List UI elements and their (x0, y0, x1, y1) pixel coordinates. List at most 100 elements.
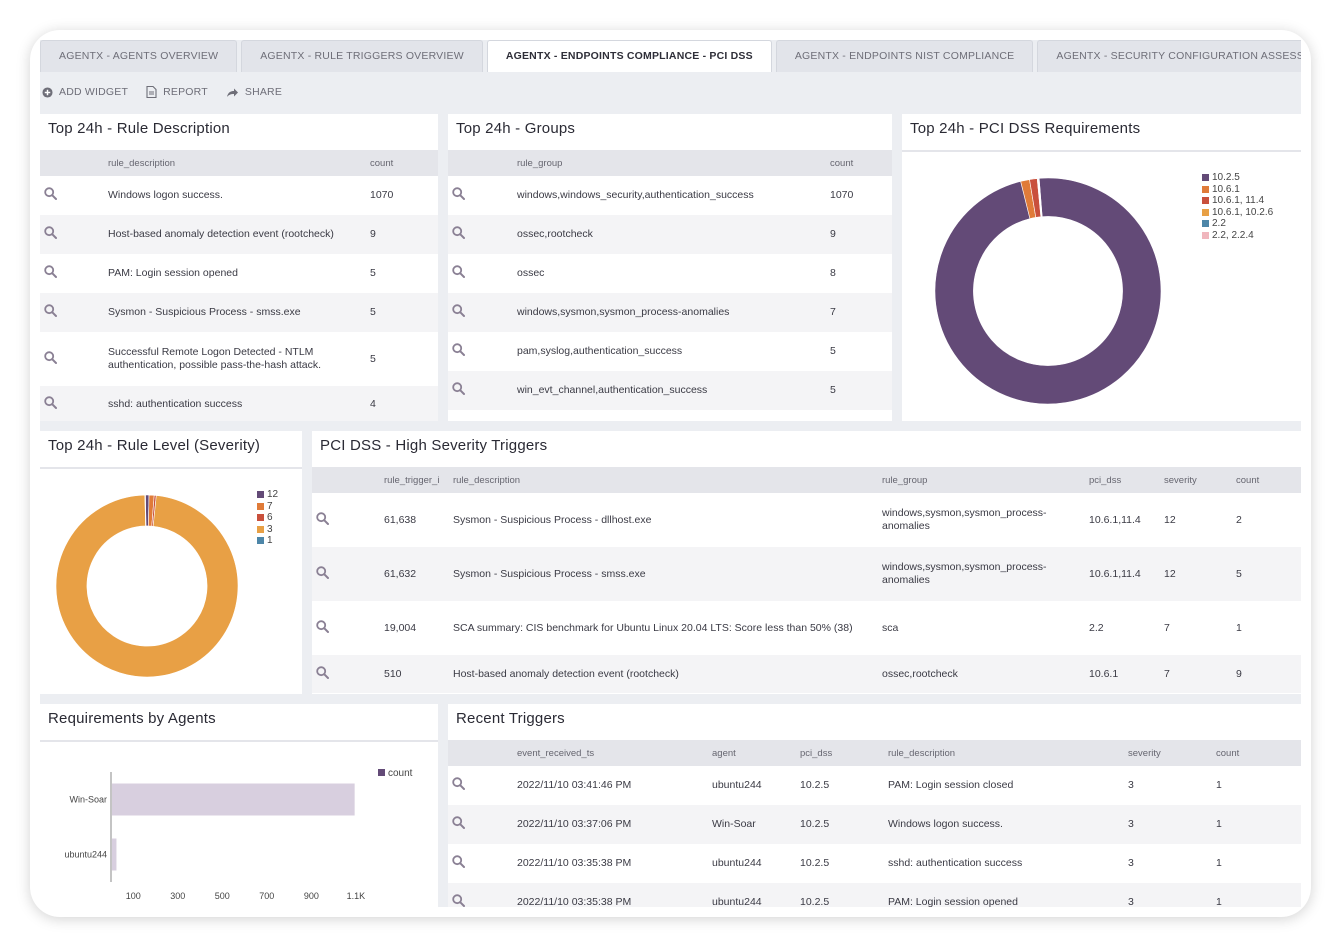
column-header[interactable]: count (826, 150, 892, 176)
bar[interactable] (112, 838, 117, 871)
column-header[interactable]: rule_description (884, 740, 1124, 766)
column-header[interactable]: rule_description (104, 150, 366, 176)
table-row[interactable]: 2022/11/10 03:37:06 PM Win-Soar 10.2.5 Wind… (448, 805, 1301, 844)
table-row[interactable]: windows,sysmon,sysmon_process-anomalies 7 (448, 293, 892, 332)
magnifier-icon[interactable] (452, 816, 465, 832)
table-row[interactable]: Host-based anomaly detection event (root… (40, 215, 438, 254)
magnifier-icon[interactable] (44, 187, 57, 203)
legend-item[interactable]: 6 (257, 512, 278, 524)
magnifier-icon[interactable] (44, 265, 57, 281)
table-cell: pam,syslog,authentication_success (517, 345, 683, 357)
x-tick-label: 100 (126, 891, 141, 901)
table-row[interactable]: 2022/11/10 03:35:38 PM ubuntu244 10.2.5 ssh… (448, 844, 1301, 883)
legend-item[interactable]: 2.2, 2.2.4 (1202, 230, 1273, 242)
tab-item[interactable]: AGENTX - RULE TRIGGERS OVERVIEW (241, 40, 483, 72)
legend-item[interactable]: 3 (257, 524, 278, 536)
table-row[interactable]: Successful Remote Logon Detected - NTLM … (40, 332, 438, 386)
table-row[interactable]: Windows logon success. 1070 (40, 176, 438, 215)
table-row[interactable]: 510 Host-based anomaly detection event (r… (312, 655, 1301, 693)
table-row[interactable]: sshd: authentication success 4 (40, 386, 438, 421)
table-row[interactable]: 2022/11/10 03:35:38 PM ubuntu244 10.2.5 PAM… (448, 883, 1301, 907)
magnifier-icon[interactable] (452, 304, 465, 320)
legend-item[interactable]: 10.6.1 (1202, 184, 1273, 196)
column-header[interactable]: count (366, 150, 438, 176)
legend-item[interactable]: 10.2.5 (1202, 172, 1273, 184)
column-header[interactable]: rule_group (878, 467, 1085, 493)
magnifier-icon[interactable] (452, 894, 465, 907)
table-cell: ossec (517, 267, 545, 279)
report-button[interactable]: REPORT (146, 86, 208, 98)
column-header[interactable]: count (1232, 467, 1301, 493)
table-cell: 4 (366, 386, 438, 421)
donut-slice[interactable] (144, 494, 147, 527)
tab-item[interactable]: AGENTX - SECURITY CONFIGURATION ASSESSME… (1037, 40, 1301, 72)
table-cell: 12 (1164, 513, 1176, 526)
donut-slice[interactable] (934, 177, 1162, 405)
magnifier-icon[interactable] (452, 855, 465, 871)
magnifier-icon[interactable] (452, 226, 465, 242)
category-label: Win-Soar (69, 795, 107, 805)
table-row[interactable]: 19,004 SCA summary: CIS benchmark for Ubu… (312, 601, 1301, 655)
bar[interactable] (112, 783, 355, 816)
legend-item[interactable]: 2.2 (1202, 218, 1273, 230)
magnifier-icon[interactable] (316, 665, 329, 682)
magnifier-icon[interactable] (44, 304, 57, 320)
column-header[interactable]: rule_description (449, 467, 878, 493)
table-row[interactable]: 61,638 Sysmon - Suspicious Process - dllh… (312, 493, 1301, 547)
magnifier-icon[interactable] (452, 382, 465, 398)
magnifier-icon[interactable] (316, 619, 329, 636)
table-row[interactable]: 2022/11/10 03:41:46 PM ubuntu244 10.2.5 PAM… (448, 766, 1301, 805)
column-header[interactable]: event_received_ts (513, 740, 708, 766)
table-header-spacer (40, 150, 104, 176)
magnifier-icon[interactable] (316, 511, 329, 528)
add-widget-button[interactable]: ADD WIDGET (42, 86, 128, 98)
table-row[interactable]: windows,windows_security,authentication_… (448, 176, 892, 215)
column-header[interactable]: pci_dss (796, 740, 884, 766)
magnifier-icon[interactable] (44, 350, 57, 367)
magnifier-icon[interactable] (316, 565, 329, 582)
table-cell: Windows logon success. (884, 805, 1124, 844)
magnifier-icon[interactable] (452, 187, 465, 203)
magnifier-icon[interactable] (452, 343, 465, 359)
requirements-by-agents-bar-chart: Win-Soar ubuntu244 100 300 500 700 900 1.1K coun… (64, 768, 413, 901)
table-row[interactable]: PAM: Login session opened 5 (40, 254, 438, 293)
legend-label: 10.6.1 (1212, 183, 1240, 195)
legend-item[interactable]: 7 (257, 501, 278, 513)
share-button[interactable]: SHARE (226, 86, 282, 98)
magnifier-icon[interactable] (44, 226, 57, 242)
legend-label: 10.6.1, 11.4 (1212, 195, 1265, 206)
table-row[interactable]: Sysmon - Suspicious Process - smss.exe 5 (40, 293, 438, 332)
table-row-cell (448, 844, 513, 883)
column-header[interactable]: rule_group (513, 150, 826, 176)
legend-item[interactable]: 12 (257, 489, 278, 501)
legend-item[interactable]: 1 (257, 535, 278, 547)
legend-item[interactable]: 10.6.1, 11.4 (1202, 195, 1273, 207)
table-row[interactable]: ossec 8 (448, 254, 892, 293)
donut-slice[interactable] (55, 494, 239, 678)
table-cell: Windows logon success. (108, 189, 223, 201)
table-row-cell (448, 883, 513, 907)
magnifier-icon[interactable] (44, 395, 57, 412)
rule-level-panel: Top 24h - Rule Level (Severity) 12 7 6 3 1 (40, 431, 302, 694)
column-header[interactable]: count (1212, 740, 1301, 766)
table-row-cell (40, 176, 104, 215)
magnifier-icon[interactable] (452, 777, 465, 793)
table-cell: 1 (1236, 621, 1242, 634)
legend-item[interactable]: 10.6.1, 10.2.6 (1202, 207, 1273, 219)
table-row[interactable]: win_evt_channel,authentication_success 5 (448, 371, 892, 410)
column-header[interactable]: rule_trigger_i (380, 467, 449, 493)
column-header[interactable]: severity (1124, 740, 1212, 766)
tab-item[interactable]: AGENTX - AGENTS OVERVIEW (40, 40, 238, 72)
column-header[interactable]: pci_dss (1085, 467, 1160, 493)
legend-label[interactable]: count (388, 768, 413, 779)
column-header[interactable]: severity (1160, 467, 1232, 493)
donut-slice[interactable] (1038, 178, 1043, 218)
table-row[interactable]: pam,syslog,authentication_success 5 (448, 332, 892, 371)
table-row[interactable]: 61,632 Sysmon - Suspicious Process - smss… (312, 547, 1301, 601)
column-header[interactable]: agent (708, 740, 796, 766)
tab-item[interactable]: AGENTX - ENDPOINTS NIST COMPLIANCE (775, 40, 1034, 72)
magnifier-icon[interactable] (452, 265, 465, 281)
legend-label: 10.6.1, 10.2.6 (1212, 206, 1274, 218)
tab-item[interactable]: AGENTX - ENDPOINTS COMPLIANCE - PCI DSS (486, 40, 772, 72)
table-row[interactable]: ossec,rootcheck 9 (448, 215, 892, 254)
